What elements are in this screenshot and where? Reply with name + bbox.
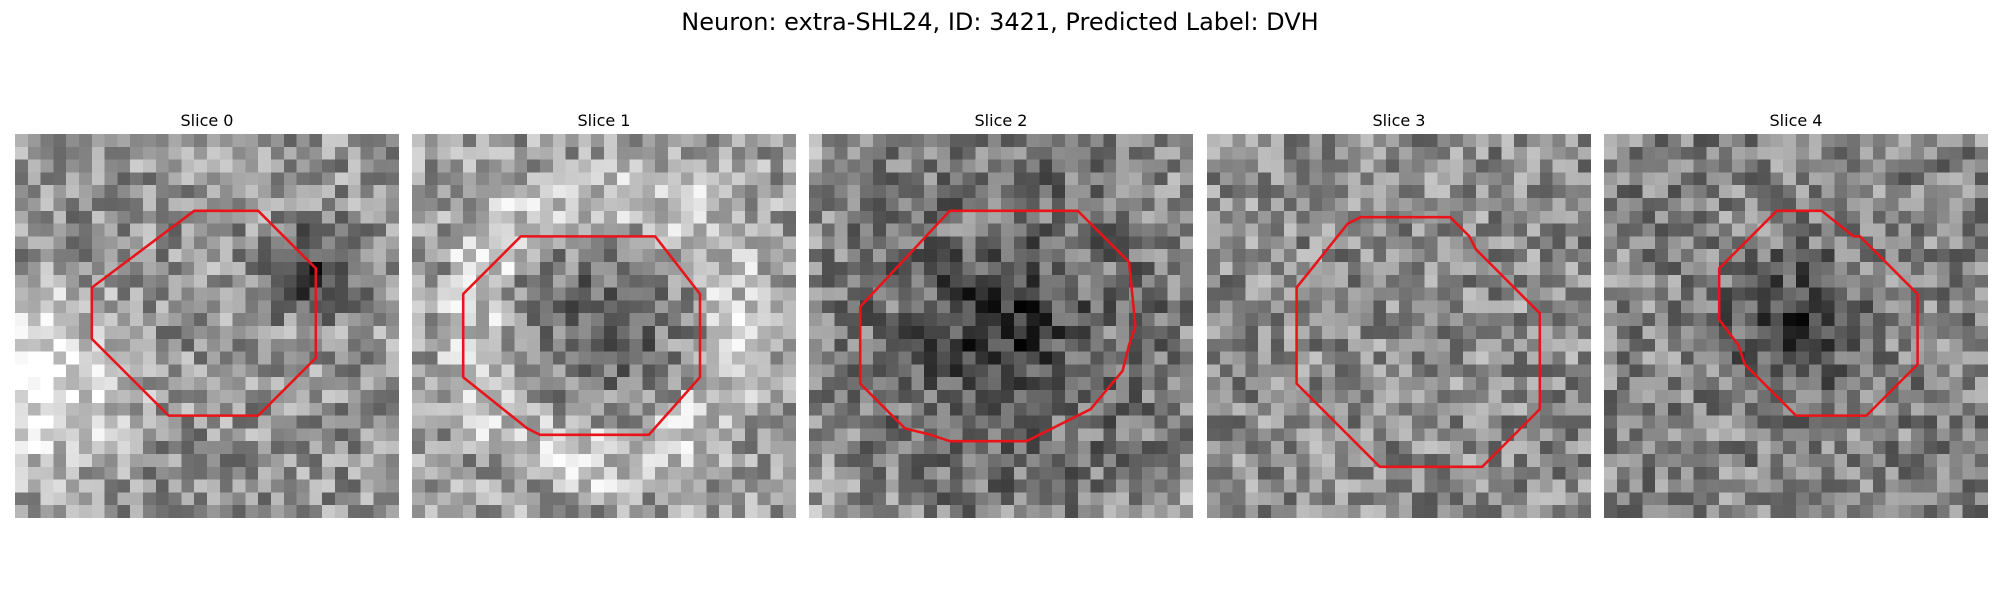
slice-title: Slice 2 xyxy=(974,111,1028,130)
slice-panel: Slice 0 xyxy=(15,110,399,518)
slice-title: Slice 1 xyxy=(577,111,631,130)
slice-image xyxy=(15,134,399,518)
slice-image xyxy=(412,134,796,518)
roi-outline xyxy=(461,235,702,437)
slice-panel: Slice 2 xyxy=(809,110,1193,518)
slice-title: Slice 4 xyxy=(1769,111,1823,130)
slice-panel: Slice 1 xyxy=(412,110,796,518)
slice-image xyxy=(1207,134,1591,518)
slice-title: Slice 0 xyxy=(180,111,234,130)
roi-outline xyxy=(90,209,318,417)
slice-image xyxy=(809,134,1193,518)
slice-panel: Slice 4 xyxy=(1604,110,1988,518)
roi-outline xyxy=(858,209,1137,443)
figure-title: Neuron: extra-SHL24, ID: 3421, Predicted… xyxy=(681,8,1319,36)
slice-image xyxy=(1604,134,1988,518)
roi-outline xyxy=(1295,215,1542,469)
slice-title: Slice 3 xyxy=(1372,111,1426,130)
slice-panel: Slice 3 xyxy=(1207,110,1591,518)
roi-outline xyxy=(1717,209,1919,417)
